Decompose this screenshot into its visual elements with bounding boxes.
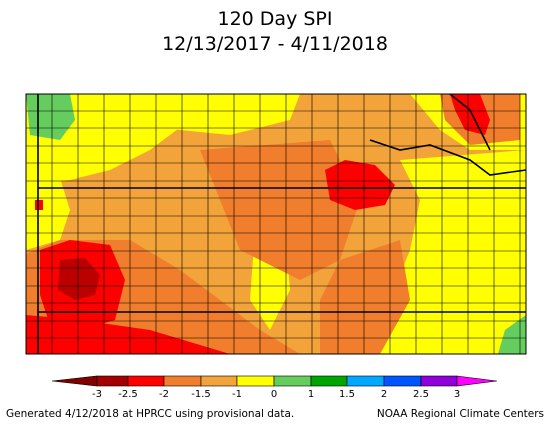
legend-swatch-7 (310, 375, 348, 387)
legend-left-arrow (51, 375, 98, 387)
legend-tick-label: 2 (380, 389, 388, 400)
legend-tick-label: -1.5 (191, 389, 211, 400)
spi-darkred-core (58, 258, 100, 300)
legend-tick-label: 3 (453, 389, 461, 400)
spi-yellow-west (26, 178, 70, 250)
legend-swatch-10 (420, 375, 458, 387)
map-frame (25, 93, 527, 355)
legend-colorbar (51, 375, 498, 387)
legend-swatch-9 (383, 375, 422, 387)
spi-green-southeast (498, 315, 526, 354)
state-boundaries (37, 93, 527, 354)
legend-swatch-4 (200, 375, 238, 387)
footer-credit: NOAA Regional Climate Centers (376, 408, 544, 420)
legend-tick-label: 0 (270, 389, 278, 400)
spi-red-central (325, 160, 395, 210)
legend-tick-label: -2.5 (118, 389, 138, 400)
legend-tick-label: -2 (159, 389, 169, 400)
footer-generated-note: Generated 4/12/2018 at HPRCC using provi… (6, 408, 295, 420)
legend-tick-label: 2.5 (413, 389, 429, 400)
spi-red-west-spot (35, 200, 43, 210)
legend-tick-label: 1 (307, 389, 315, 400)
spi-orange-central (200, 140, 360, 280)
legend-tick-label: 1.5 (339, 389, 355, 400)
map-date-range: 12/13/2017 - 4/11/2018 (162, 33, 388, 55)
legend-swatch-3 (163, 375, 202, 387)
spi-field (26, 94, 526, 354)
county-lines (26, 94, 526, 354)
legend-swatch-2 (127, 375, 165, 387)
legend-right-arrow (456, 375, 498, 387)
map-title: 120 Day SPI (217, 8, 333, 30)
spi-yellow-north (120, 94, 300, 135)
spi-red-northeast (450, 94, 490, 135)
legend-swatch-5 (236, 375, 275, 387)
legend-tick-label: -1 (232, 389, 242, 400)
spi-red-south-border (26, 315, 230, 354)
spi-orange-southcentral (320, 240, 410, 354)
legend-swatch-1 (96, 375, 129, 387)
legend-swatch-8 (346, 375, 385, 387)
legend-swatch-6 (273, 375, 312, 387)
legend-tick-label: -3 (92, 389, 102, 400)
